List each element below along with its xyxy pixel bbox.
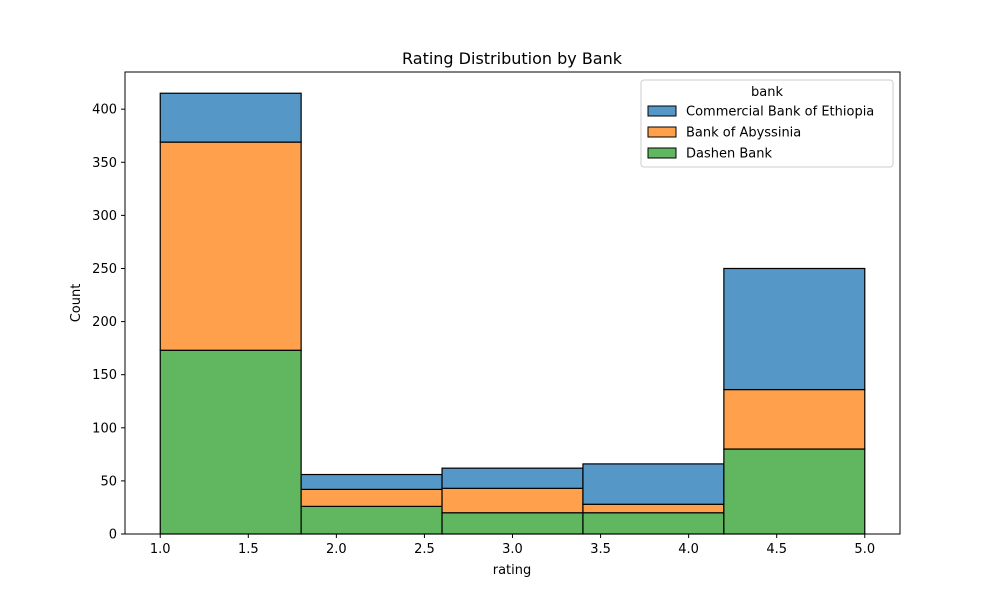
bar-commercial-bank-of-ethiopia-bin-1 [159, 92, 302, 143]
y-axis-label: Count [69, 284, 84, 323]
bar-bank-of-abyssinia-bin-5 [723, 388, 866, 450]
y-tick-label: 200 [92, 315, 117, 330]
legend-box [640, 79, 894, 168]
x-axis-ticks: 1.0 1.5 2.0 2.5 3.0 3.5 4.0 4.5 5.0 [150, 534, 875, 557]
bar-bank-of-abyssinia-bin-3 [441, 487, 584, 514]
y-tick-label: 150 [92, 368, 117, 383]
legend-label-dashen-bank: Dashen Bank [686, 147, 772, 162]
x-tick-label: 1.5 [238, 542, 259, 557]
x-tick-label: 3.0 [502, 542, 523, 557]
legend: bank Commercial Bank of Ethiopia Bank of … [640, 79, 894, 168]
chart-title: Rating Distribution by Bank [402, 49, 623, 68]
bar-commercial-bank-of-ethiopia-bin-3 [441, 467, 584, 489]
y-axis-ticks: 0 50 100 150 200 250 300 350 400 [92, 103, 125, 543]
legend-label-commercial-bank-of-ethiopia: Commercial Bank of Ethiopia [686, 105, 874, 120]
x-tick-label: 4.0 [678, 542, 699, 557]
x-tick-label: 2.5 [414, 542, 435, 557]
bar-commercial-bank-of-ethiopia-bin-4 [582, 463, 725, 505]
bar-dashen-bank-bin-5 [723, 448, 866, 535]
x-tick-label: 3.5 [590, 542, 611, 557]
y-tick-label: 0 [109, 528, 117, 543]
y-tick-label: 250 [92, 262, 117, 277]
y-tick-label: 100 [92, 421, 117, 436]
bar-dashen-bank-bin-1 [159, 349, 302, 535]
legend-swatch-bank-of-abyssinia [647, 126, 677, 138]
bars-layer [159, 92, 866, 535]
x-tick-label: 2.0 [326, 542, 347, 557]
x-tick-label: 4.5 [766, 542, 787, 557]
legend-swatch-commercial-bank-of-ethiopia [647, 105, 677, 117]
x-tick-label: 1.0 [150, 542, 171, 557]
y-tick-label: 350 [92, 156, 117, 171]
legend-label-bank-of-abyssinia: Bank of Abyssinia [686, 126, 801, 141]
bar-commercial-bank-of-ethiopia-bin-5 [723, 267, 866, 391]
y-tick-label: 400 [92, 103, 117, 118]
bar-bank-of-abyssinia-bin-4 [582, 503, 725, 514]
x-tick-label: 5.0 [854, 542, 875, 557]
legend-title: bank [751, 85, 783, 100]
bar-bank-of-abyssinia-bin-2 [300, 488, 443, 507]
bar-commercial-bank-of-ethiopia-bin-2 [300, 473, 443, 490]
bar-dashen-bank-bin-3 [441, 512, 584, 535]
bar-bank-of-abyssinia-bin-1 [159, 141, 302, 351]
bar-dashen-bank-bin-4 [582, 512, 725, 535]
y-tick-label: 50 [100, 474, 117, 489]
bar-dashen-bank-bin-2 [300, 505, 443, 535]
legend-swatch-dashen-bank [647, 147, 677, 159]
y-tick-label: 300 [92, 209, 117, 224]
x-axis-label: rating [493, 563, 532, 578]
